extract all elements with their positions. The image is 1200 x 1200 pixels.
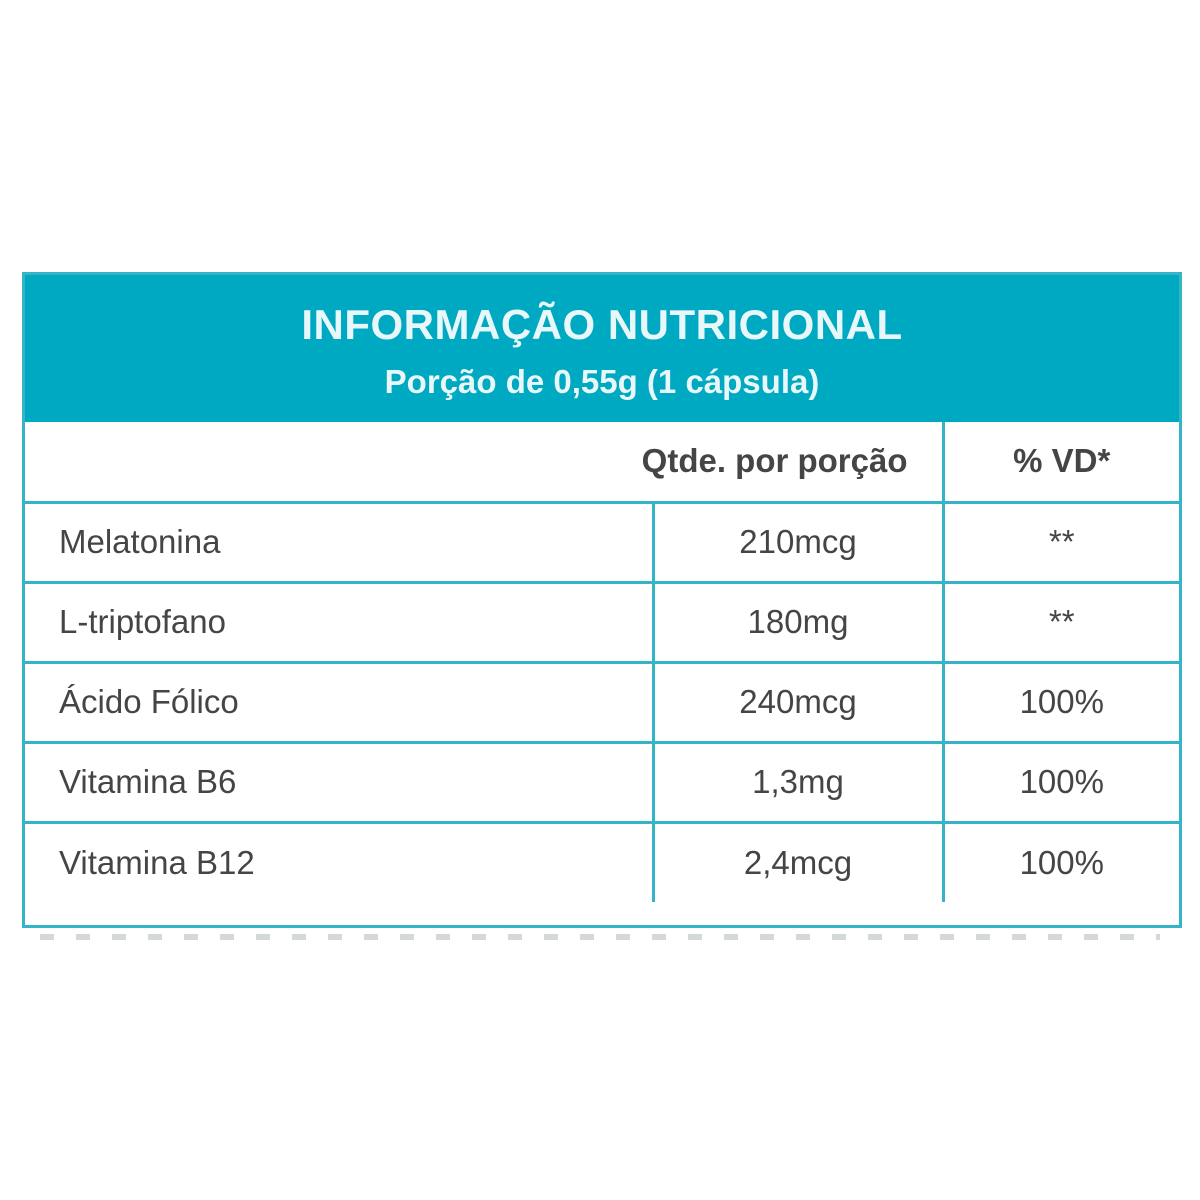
nutrition-facts-header: INFORMAÇÃO NUTRICIONAL Porção de 0,55g (…: [25, 275, 1179, 422]
cropped-footnote-remnant: [40, 934, 1160, 940]
table-row: Ácido Fólico 240mcg 100%: [25, 662, 1180, 744]
nutrient-daily-value: 100%: [1019, 843, 1104, 881]
nutrient-daily-value: 100%: [943, 662, 1180, 744]
nutrient-quantity: 210mcg: [653, 502, 945, 584]
nutrient-quantity: 180mg: [653, 582, 945, 664]
nutrient-quantity: 240mcg: [653, 662, 945, 744]
nutrition-facts-panel: INFORMAÇÃO NUTRICIONAL Porção de 0,55g (…: [22, 272, 1182, 928]
nutrient-name: L-triptofano: [25, 582, 655, 664]
nutrition-table: Qtde. por porção % VD* Melatonina 210mcg…: [25, 422, 1180, 902]
nutrient-daily-value: 100%: [943, 742, 1180, 824]
table-row: L-triptofano 180mg **: [25, 582, 1180, 664]
table-row: Vitamina B12 2,4mcg 100%: [25, 822, 1179, 902]
table-row: Melatonina 210mcg **: [25, 502, 1180, 584]
nutrient-daily-value: **: [943, 582, 1180, 664]
nutrient-daily-value: **: [943, 502, 1180, 584]
nutrient-name: Vitamina B12: [25, 822, 655, 902]
nutrient-name: Ácido Fólico: [25, 662, 655, 744]
nutrient-name: Melatonina: [25, 502, 655, 584]
table-header-row: Qtde. por porção % VD*: [25, 422, 1180, 504]
nutrition-facts-title: INFORMAÇÃO NUTRICIONAL: [301, 301, 903, 348]
table-row: Vitamina B6 1,3mg 100%: [25, 742, 1180, 824]
nutrient-quantity: 1,3mg: [653, 742, 945, 824]
column-header-quantity: Qtde. por porção: [25, 422, 945, 504]
column-header-daily-value: % VD*: [943, 422, 1180, 504]
nutrient-name: Vitamina B6: [25, 742, 655, 824]
serving-size: Porção de 0,55g (1 cápsula): [384, 363, 820, 400]
nutrient-quantity: 2,4mcg: [653, 822, 945, 902]
